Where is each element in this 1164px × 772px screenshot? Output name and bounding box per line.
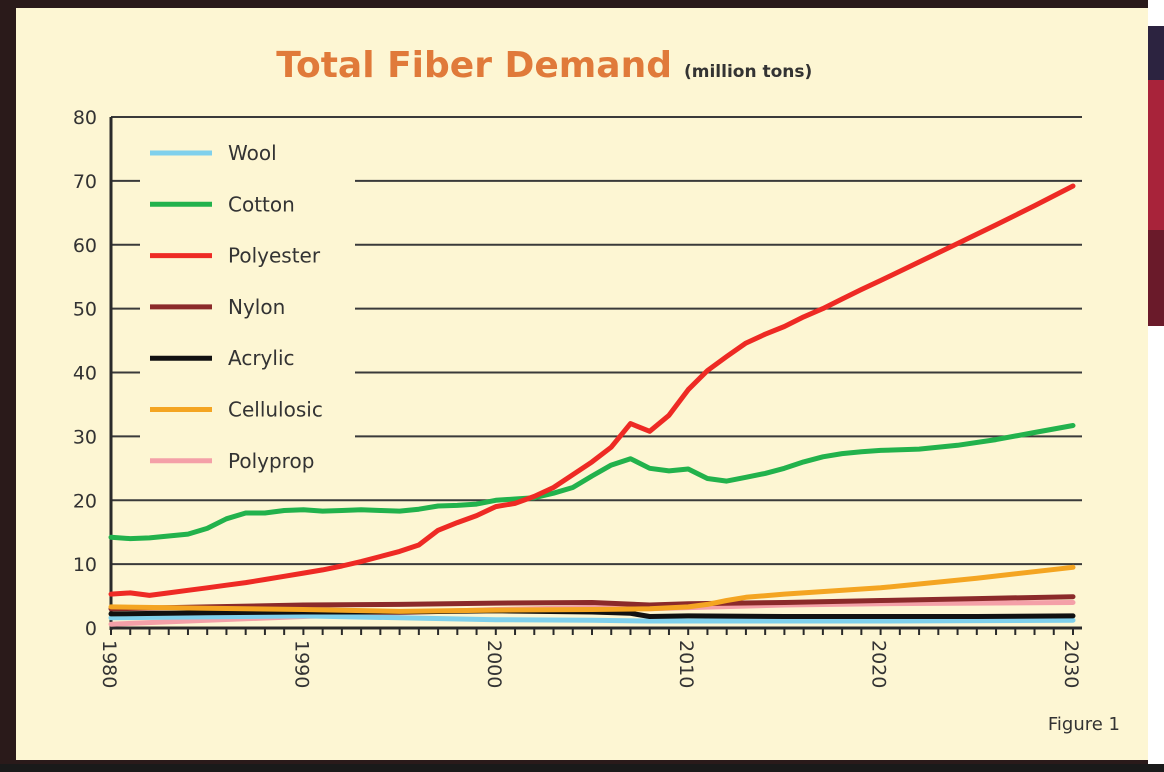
y-tick-label: 80 [73, 107, 97, 129]
legend-label: Wool [228, 141, 277, 165]
chart-subtitle: (million tons) [684, 62, 812, 82]
y-tick-label: 20 [73, 490, 97, 512]
x-tick-label: 2020 [868, 640, 890, 688]
legend-label: Cellulosic [228, 398, 323, 422]
series-line-nylon [108, 594, 1076, 612]
legend-label: Polyester [228, 244, 321, 268]
y-tick-label: 30 [73, 426, 97, 448]
y-tick-label: 40 [73, 363, 97, 385]
bottom-border [0, 764, 1164, 772]
legend-label: Nylon [228, 295, 285, 319]
x-tick-label: 1990 [290, 640, 312, 688]
strip-band [1148, 230, 1164, 326]
x-tick-label: 2000 [483, 640, 505, 688]
legend-layer: Wool Cotton Polyester Nylon Acrylic Cellulosi… [140, 130, 355, 480]
series-line-cellulosic [108, 564, 1076, 614]
y-tick-label: 10 [73, 554, 97, 576]
y-tick-label: 60 [73, 235, 97, 257]
x-tick-label: 1980 [98, 640, 120, 688]
figure-label: Figure 1 [1048, 714, 1120, 735]
right-edge-strip [1148, 0, 1164, 772]
chart-title: Total Fiber Demand [276, 45, 672, 86]
legend-label: Acrylic [228, 346, 295, 370]
legend-label: Polyprop [228, 449, 314, 473]
series-layer [108, 183, 1076, 627]
legend-label: Cotton [228, 192, 295, 216]
x-tick-label: 2030 [1060, 640, 1082, 688]
y-tick-label: 0 [85, 618, 97, 640]
strip-band [1148, 26, 1164, 80]
series-line-polyester [108, 183, 1076, 598]
series-line-wool [108, 613, 1076, 624]
y-tick-label: 50 [73, 299, 97, 321]
series-line-cotton [108, 423, 1076, 542]
y-tick-label: 70 [73, 171, 97, 193]
x-tick-label: 2010 [675, 640, 697, 688]
strip-band [1148, 80, 1164, 230]
